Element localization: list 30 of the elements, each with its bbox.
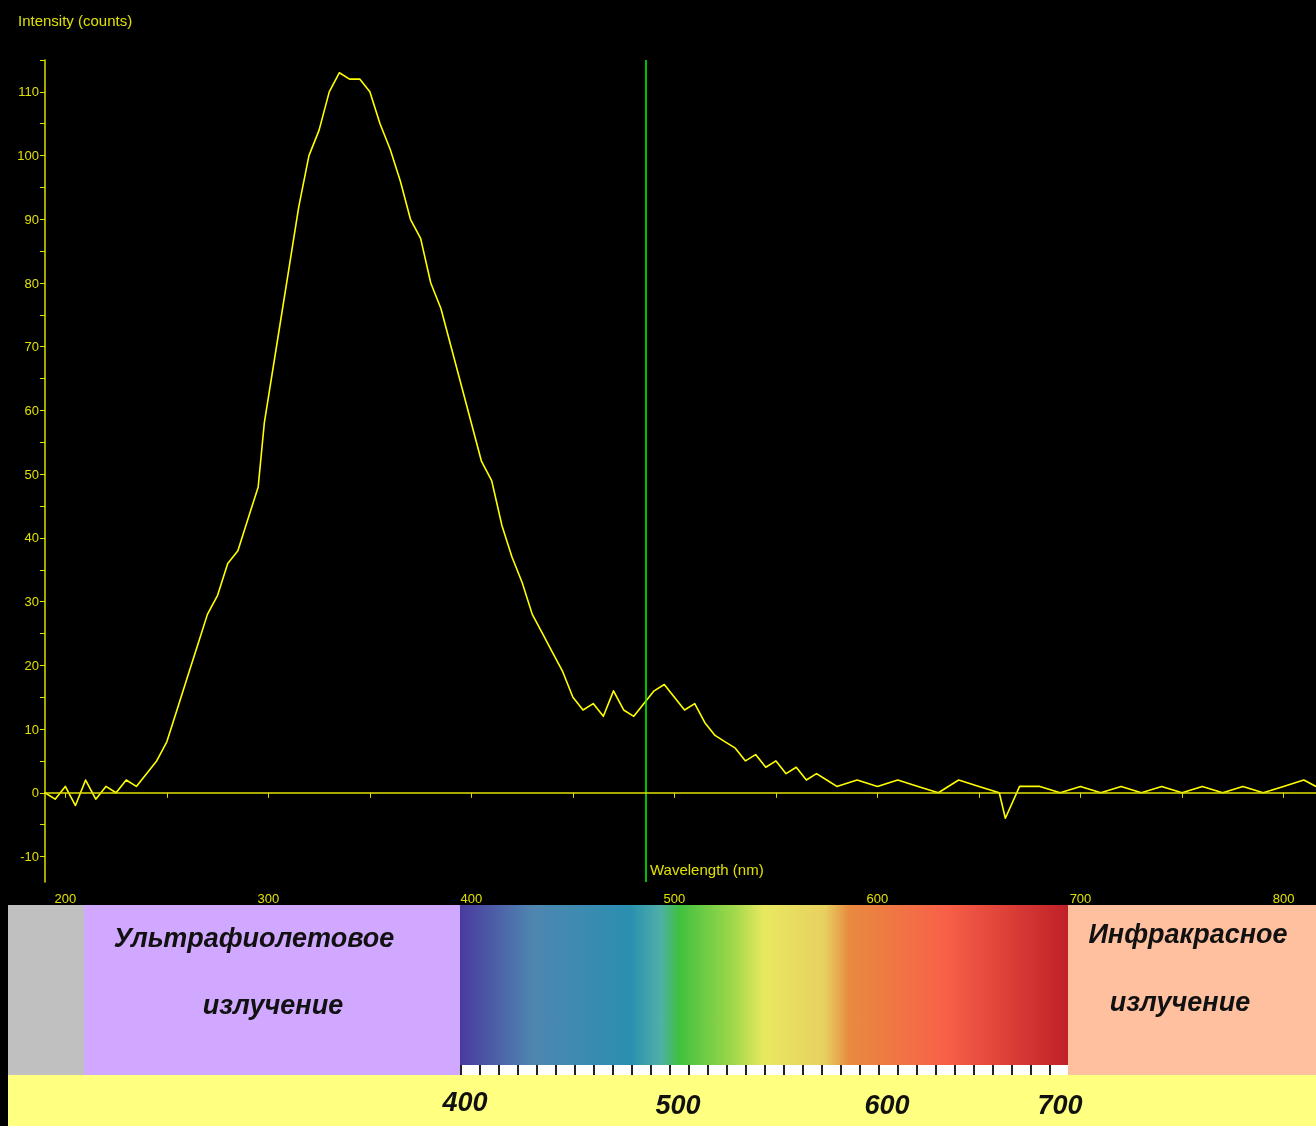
x-axis-title: Wavelength (nm) (649, 861, 764, 878)
y-tick-label: 30 (24, 594, 39, 610)
text: 600 (864, 1090, 910, 1121)
y-tick-label: 100 (17, 148, 39, 164)
x-tick-label: 500 (663, 891, 686, 906)
x-tick-label: 800 (1272, 891, 1295, 906)
y-tick-label: 60 (24, 402, 39, 418)
text: Ультрафиолетовое (113, 923, 395, 954)
y-tick-label: 20 (24, 657, 39, 673)
text: Инфракрасное (1088, 919, 1288, 950)
text: 400 (442, 1087, 488, 1118)
x-tick-label: 200 (54, 891, 77, 906)
y-tick-label: 90 (24, 211, 39, 227)
text: 700 (1037, 1090, 1083, 1121)
x-tick-label: 600 (866, 891, 889, 906)
y-tick-label: 110 (18, 84, 39, 100)
y-tick-label: 10 (24, 721, 39, 737)
y-tick-label: -10 (20, 849, 39, 865)
text: излучение (1109, 987, 1251, 1018)
y-tick-label: 40 (24, 530, 39, 546)
y-tick-label: 80 (24, 275, 39, 291)
y-tick-label: 70 (24, 339, 39, 355)
text: 500 (655, 1090, 701, 1121)
x-tick-label: 300 (257, 891, 280, 906)
y-tick-label: 50 (24, 466, 39, 482)
x-tick-label: 400 (460, 891, 483, 906)
y-tick-label: 0 (31, 785, 39, 801)
text: излучение (202, 990, 344, 1021)
x-tick-label: 700 (1069, 891, 1092, 906)
y-axis-title: Intensity (counts) (18, 12, 133, 29)
